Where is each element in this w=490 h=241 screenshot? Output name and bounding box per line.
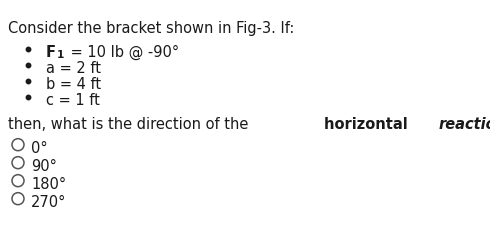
Text: reaction: reaction <box>439 117 490 132</box>
Text: horizontal: horizontal <box>324 117 413 132</box>
Text: 0°: 0° <box>31 141 48 156</box>
Text: c = 1 ft: c = 1 ft <box>46 93 100 108</box>
Text: a = 2 ft: a = 2 ft <box>46 61 101 76</box>
Text: b = 4 ft: b = 4 ft <box>46 77 101 92</box>
Text: 90°: 90° <box>31 159 57 174</box>
Text: = 10 lb @ -90°: = 10 lb @ -90° <box>67 45 180 60</box>
Text: 180°: 180° <box>31 177 66 192</box>
Text: Consider the bracket shown in Fig-3. If:: Consider the bracket shown in Fig-3. If: <box>8 21 294 36</box>
Text: F: F <box>46 45 56 60</box>
Text: then, what is the direction of the: then, what is the direction of the <box>8 117 253 132</box>
Text: 270°: 270° <box>31 195 66 210</box>
Text: 1: 1 <box>57 50 64 60</box>
